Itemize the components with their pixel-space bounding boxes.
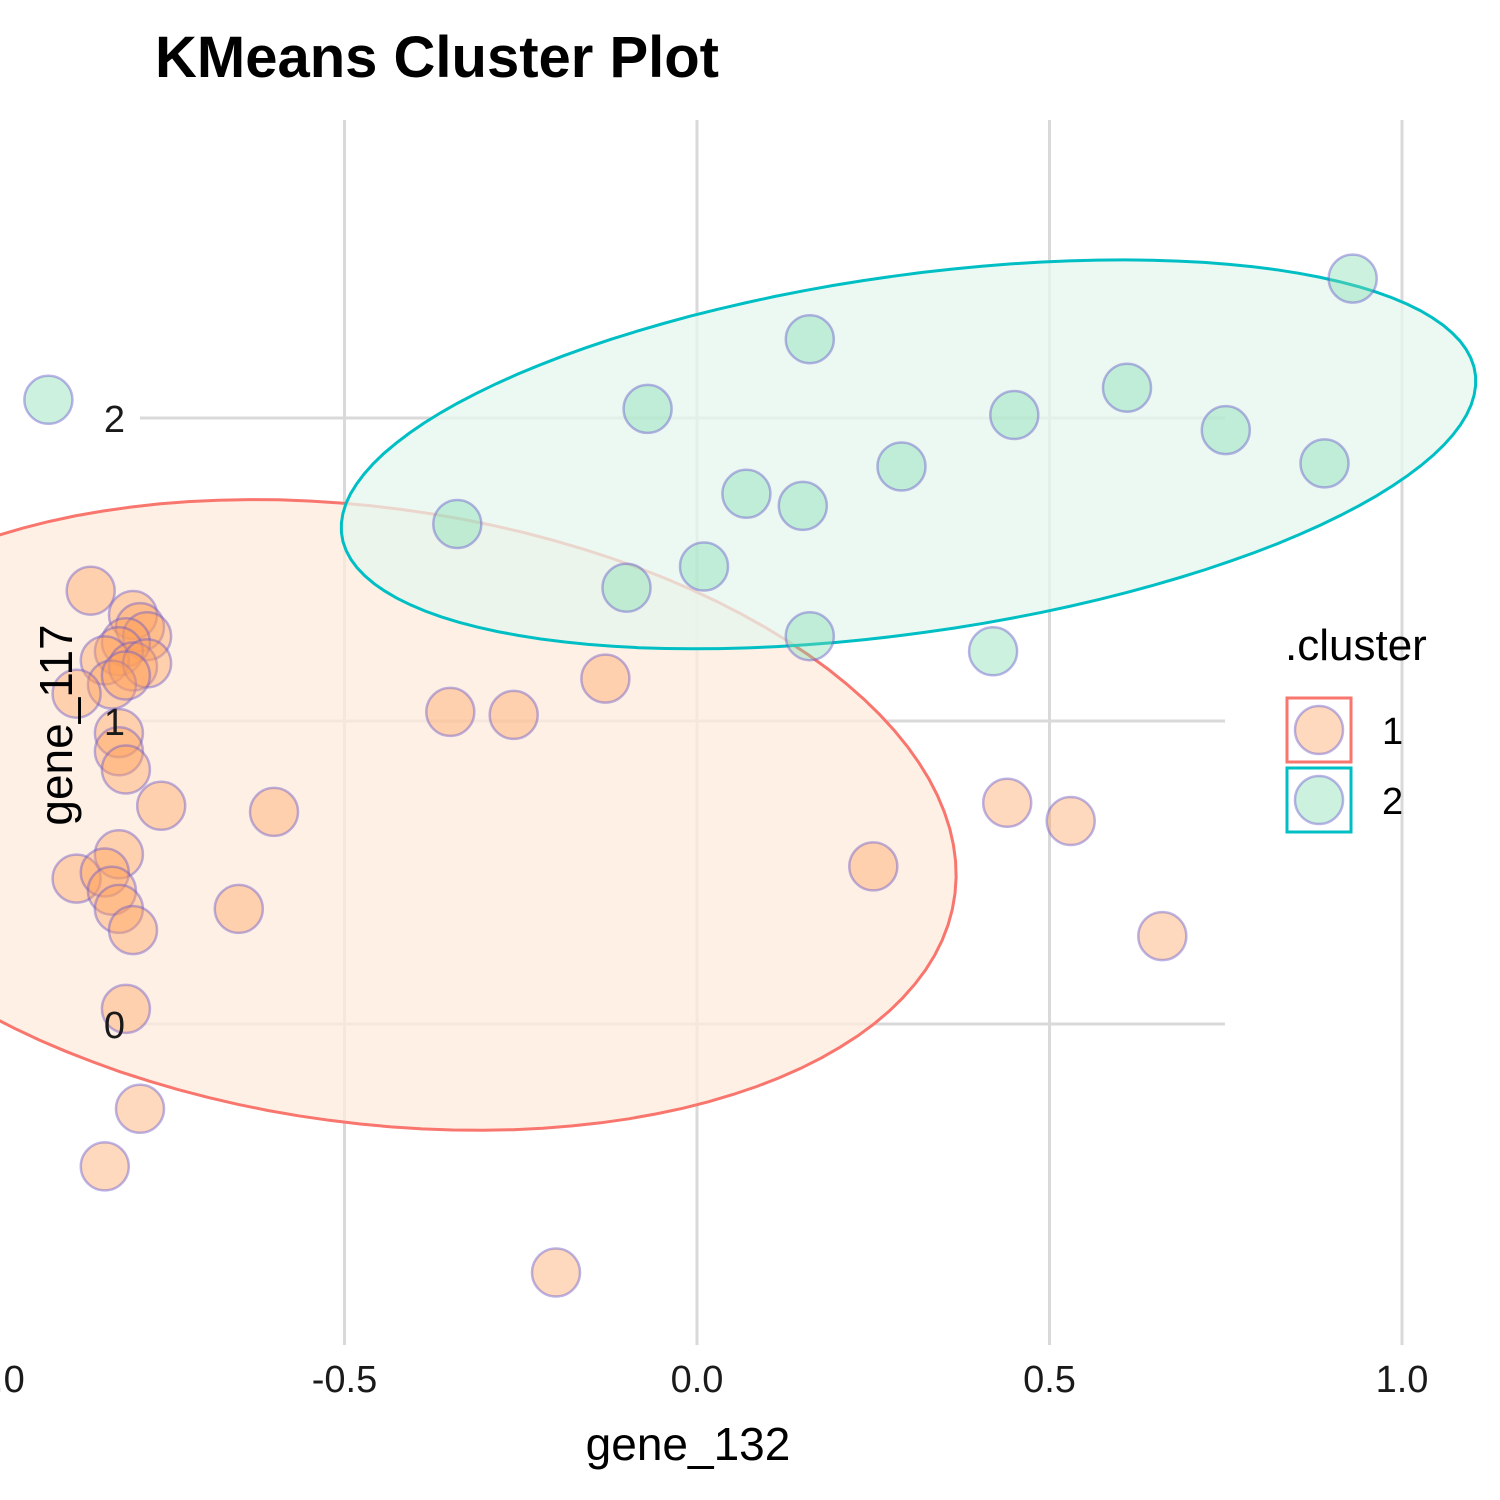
cluster-2-point [1299,438,1350,489]
x-tick-label: -1.0 [0,1359,25,1401]
cluster-1-point [107,641,159,692]
cluster-2-point [784,610,836,662]
cluster-1-point [100,983,152,1035]
legend-label-2: 2 [1382,781,1403,823]
legend-key-1 [1285,696,1353,764]
cluster-1-point [213,883,265,935]
cluster-2-point [989,389,1040,441]
legend-label-1: 1 [1382,711,1403,753]
y-tick-label: 2 [104,399,125,441]
cluster-1-point [114,1083,166,1135]
cluster-1-point [79,635,131,686]
x-tick-label: 0.0 [671,1359,724,1401]
cluster-1-point [100,744,152,795]
cluster-2-point [777,480,829,532]
x-tick-label: -0.5 [312,1359,377,1401]
cluster-2-point [1200,404,1252,456]
cluster-1-point [93,883,145,935]
cluster-1-point [981,777,1033,829]
y-axis-title: gene_117 [30,624,82,825]
cluster-1-point [114,601,166,653]
cluster-1-point [51,668,102,719]
cluster-2-point [622,383,673,435]
cluster-2-point [601,562,652,613]
cluster-1-point [93,829,145,880]
legend: .cluster 1 2 [1285,621,1427,834]
cluster-1-point [248,786,300,838]
cluster-1-point [65,565,116,616]
cluster-1-point [121,610,173,662]
chart-title: KMeans Cluster Plot [155,25,719,90]
x-tick-label: 1.0 [1376,1359,1429,1401]
cluster-2-ellipse [339,258,1478,651]
cluster-1-point [79,1141,131,1192]
cluster-2-point [1101,362,1153,413]
cluster-1-point [580,653,631,704]
cluster-2-point [784,313,836,365]
cluster-2-point [967,626,1019,677]
legend-swatch-2 [1293,774,1345,826]
cluster-1-point [1045,795,1096,847]
cluster-1-point [79,847,131,898]
cluster-1-point [488,689,539,741]
cluster-1-point [107,589,159,641]
data-points [23,253,1378,1298]
cluster-1-point [93,626,145,677]
cluster-2-point [678,541,730,592]
x-axis-title: gene_132 [586,1418,791,1470]
cluster-1-point [93,726,145,777]
legend-title: .cluster [1285,621,1427,670]
y-tick-label: 0 [104,1005,125,1047]
x-tick-label: 0.5 [1023,1359,1076,1401]
cluster-ellipses [0,258,1478,1132]
cluster-1-point [135,780,187,832]
cluster-2-point [23,374,74,426]
legend-swatch-1 [1293,704,1345,756]
cluster-1-point [1137,910,1188,962]
cluster-1-point [86,659,138,710]
cluster-1-point [848,841,899,892]
cluster-2-point [1327,253,1378,304]
cluster-2-point [721,468,772,520]
cluster-1-point [51,853,102,904]
legend-key-2 [1285,766,1353,834]
cluster-2-point [432,498,483,550]
cluster-1-point [107,904,159,956]
cluster-1-point [100,616,152,668]
cluster-1-point [86,865,138,916]
cluster-1-point [121,638,173,689]
y-tick-label: 1 [104,702,125,744]
cluster-2-point [876,441,927,492]
cluster-1-point [530,1247,582,1298]
cluster-1-point [425,686,476,738]
cluster-1-point [93,707,145,759]
cluster-1-point [100,650,152,701]
